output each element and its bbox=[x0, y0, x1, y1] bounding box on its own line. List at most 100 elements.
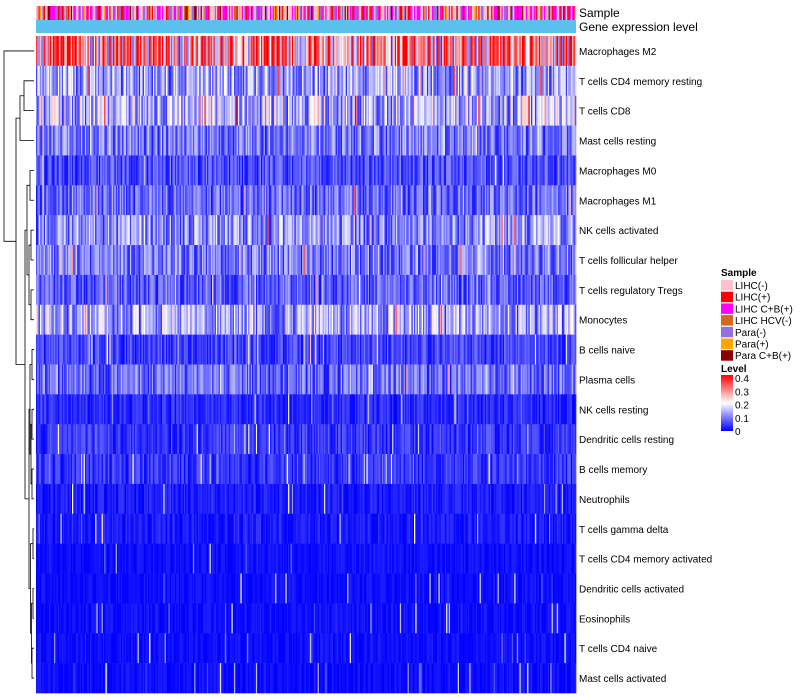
heatmap-body bbox=[36, 36, 577, 694]
heatmap-cell bbox=[331, 95, 334, 126]
sample-track-cell bbox=[79, 6, 82, 20]
heatmap-cell bbox=[406, 304, 408, 335]
heatmap-cell bbox=[537, 245, 540, 276]
heatmap-cell bbox=[444, 36, 447, 67]
heatmap-cell bbox=[221, 334, 223, 365]
heatmap-cell bbox=[231, 36, 234, 67]
heatmap-cell bbox=[365, 36, 367, 67]
heatmap-cell bbox=[541, 245, 543, 276]
sample-track-cell bbox=[426, 6, 429, 20]
heatmap-cell bbox=[57, 215, 60, 246]
heatmap-cell bbox=[249, 36, 252, 67]
heatmap-cell bbox=[371, 274, 374, 306]
heatmap-cell bbox=[298, 215, 300, 246]
heatmap-cell bbox=[286, 155, 289, 186]
heatmap-cell bbox=[227, 245, 230, 276]
sample-track-cell bbox=[209, 6, 212, 20]
heatmap-cell bbox=[60, 274, 63, 306]
heatmap-cell bbox=[509, 304, 511, 335]
heatmap-cell bbox=[304, 155, 307, 186]
heatmap-cell bbox=[41, 215, 43, 246]
heatmap-cell bbox=[356, 245, 358, 276]
heatmap-cell bbox=[257, 95, 259, 126]
heatmap-cell bbox=[84, 125, 87, 156]
sample-track-cell bbox=[429, 6, 432, 20]
heatmap-cell bbox=[222, 274, 225, 306]
heatmap-cell bbox=[501, 155, 504, 186]
heatmap-cell bbox=[376, 95, 379, 126]
heatmap-cell bbox=[194, 304, 196, 335]
heatmap-cell bbox=[160, 95, 163, 126]
heatmap-cell bbox=[397, 36, 399, 67]
heatmap-cell bbox=[288, 215, 290, 246]
heatmap-cell bbox=[212, 185, 214, 216]
heatmap-cell bbox=[77, 304, 79, 335]
heatmap-cell bbox=[162, 125, 164, 156]
heatmap-cell bbox=[484, 185, 487, 216]
heatmap-cell bbox=[164, 36, 167, 67]
heatmap-cell bbox=[378, 304, 380, 335]
heatmap-cell bbox=[217, 304, 219, 335]
heatmap-cell bbox=[288, 125, 290, 156]
sample-track-cell bbox=[347, 6, 349, 20]
heatmap-cell bbox=[300, 95, 303, 126]
heatmap-cell bbox=[420, 125, 423, 156]
heatmap-cell bbox=[464, 65, 466, 97]
heatmap-cell bbox=[507, 155, 510, 186]
heatmap-cell bbox=[186, 155, 189, 186]
sample-track-cell bbox=[303, 6, 306, 20]
heatmap-cell bbox=[276, 36, 279, 67]
heatmap-cell bbox=[443, 304, 446, 335]
heatmap-cell bbox=[451, 36, 453, 67]
heatmap-cell bbox=[574, 185, 577, 216]
heatmap-cell bbox=[55, 36, 57, 67]
heatmap-cell bbox=[347, 304, 349, 335]
heatmap-cell bbox=[541, 65, 543, 97]
heatmap-cell bbox=[149, 36, 151, 67]
heatmap-cell bbox=[329, 334, 331, 365]
heatmap-cell bbox=[438, 245, 441, 276]
heatmap-cell bbox=[387, 65, 389, 97]
heatmap-cell bbox=[309, 304, 312, 335]
sample-track-cell bbox=[51, 6, 54, 20]
heatmap-cell bbox=[87, 274, 90, 306]
heatmap-cell bbox=[372, 304, 375, 335]
heatmap-cell bbox=[136, 125, 138, 156]
heatmap-cell bbox=[453, 65, 456, 97]
heatmap-cell bbox=[187, 95, 190, 126]
heatmap-cell bbox=[131, 274, 133, 306]
heatmap-cell bbox=[150, 304, 153, 335]
heatmap-cell bbox=[286, 304, 289, 335]
heatmap-cell bbox=[367, 215, 370, 246]
sample-track-cell bbox=[178, 6, 181, 20]
sample-track-cell bbox=[349, 6, 352, 20]
sample-track-cell bbox=[536, 6, 538, 20]
heatmap-cell bbox=[154, 245, 156, 276]
heatmap-cell bbox=[90, 185, 92, 216]
heatmap-cell bbox=[372, 36, 375, 67]
heatmap-cell bbox=[279, 125, 281, 156]
heatmap-cell bbox=[82, 95, 84, 126]
heatmap-cell bbox=[489, 95, 492, 126]
sample-track-cell bbox=[118, 6, 120, 20]
heatmap-cell bbox=[118, 185, 120, 216]
heatmap-cell bbox=[192, 334, 195, 365]
heatmap-cell bbox=[192, 274, 195, 306]
heatmap-cell bbox=[289, 274, 291, 306]
heatmap-cell bbox=[475, 245, 478, 276]
heatmap-cell bbox=[347, 36, 349, 67]
heatmap-cell bbox=[232, 274, 235, 306]
sample-track-cell bbox=[189, 6, 191, 20]
sample-track-cell bbox=[533, 6, 536, 20]
heatmap-cell bbox=[486, 155, 488, 186]
heatmap-cell bbox=[259, 36, 262, 67]
heatmap-cell bbox=[450, 36, 452, 67]
heatmap-cell bbox=[41, 155, 43, 186]
heatmap-cell bbox=[164, 274, 167, 306]
heatmap-cell bbox=[291, 274, 294, 306]
heatmap-cell bbox=[408, 245, 411, 276]
sample-track-cell bbox=[424, 6, 426, 20]
heatmap-cell bbox=[245, 36, 248, 67]
heatmap-cell bbox=[273, 215, 276, 246]
sample-track-cell bbox=[320, 6, 322, 20]
